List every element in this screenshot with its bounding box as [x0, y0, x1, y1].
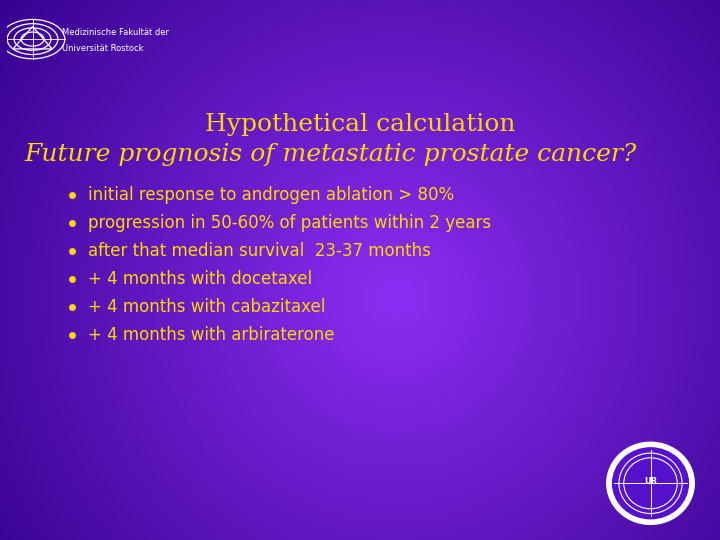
Text: + 4 months with arbiraterone: + 4 months with arbiraterone [88, 326, 335, 344]
Text: after that median survival  23-37 months: after that median survival 23-37 months [88, 242, 431, 260]
Text: progression in 50-60% of patients within 2 years: progression in 50-60% of patients within… [88, 214, 491, 232]
Text: UR: UR [644, 477, 657, 486]
Ellipse shape [613, 448, 688, 519]
Ellipse shape [607, 442, 694, 524]
Text: Future prognosis of metastatic prostate cancer?: Future prognosis of metastatic prostate … [24, 144, 636, 166]
Text: initial response to androgen ablation > 80%: initial response to androgen ablation > … [88, 186, 454, 204]
Text: + 4 months with cabazitaxel: + 4 months with cabazitaxel [88, 298, 325, 316]
Text: Medizinische Fakultät der: Medizinische Fakultät der [63, 28, 169, 37]
Text: + 4 months with docetaxel: + 4 months with docetaxel [88, 270, 312, 288]
Text: Hypothetical calculation: Hypothetical calculation [204, 113, 516, 137]
Text: Universität Rostock: Universität Rostock [63, 44, 144, 53]
